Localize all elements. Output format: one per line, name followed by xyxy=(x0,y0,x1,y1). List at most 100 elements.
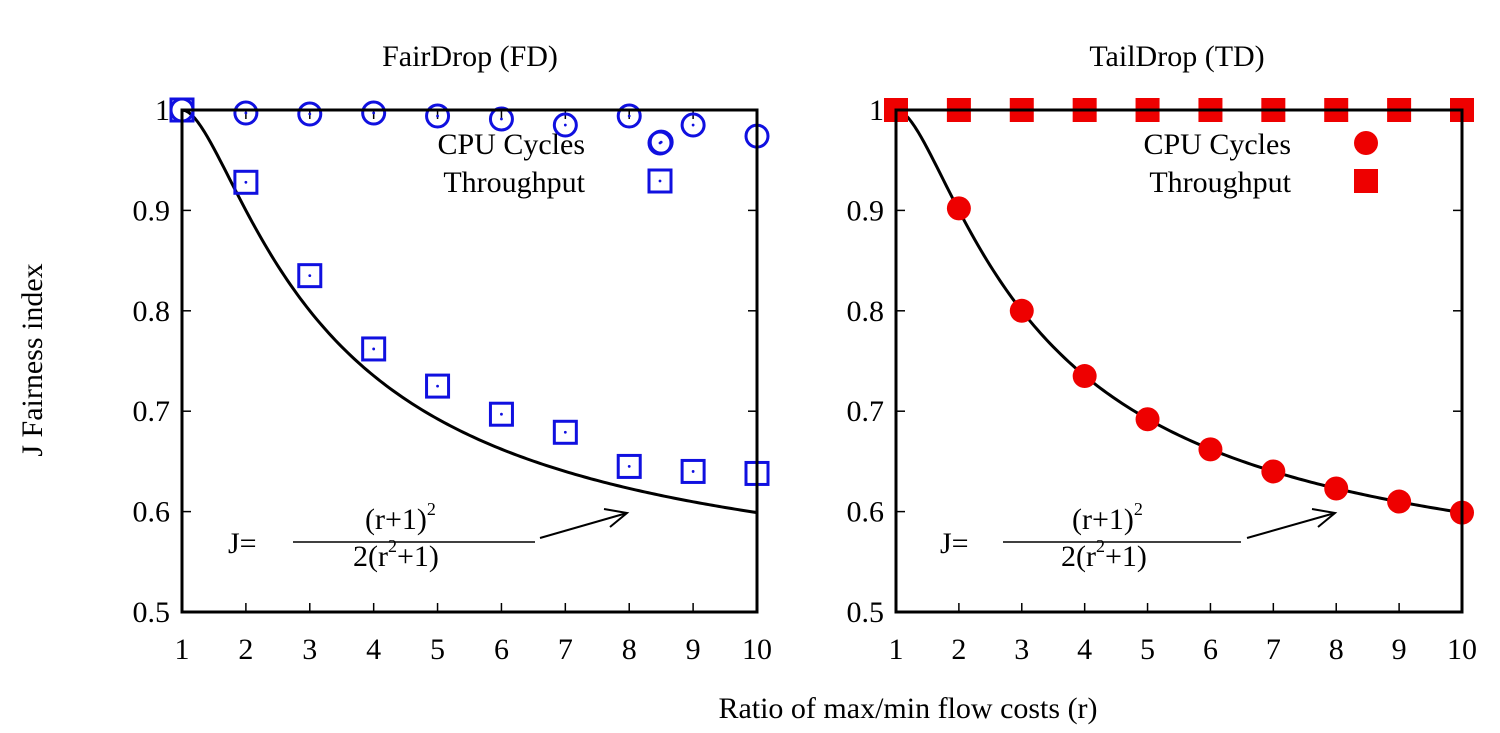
formula-arrow-line xyxy=(539,512,628,539)
x-tick-label: 8 xyxy=(1329,633,1344,666)
data-point xyxy=(616,453,642,479)
x-tick-label: 3 xyxy=(302,633,317,666)
legend-marker xyxy=(1354,131,1378,155)
data-point-center xyxy=(627,114,631,118)
x-tick-label: 2 xyxy=(951,633,966,666)
data-point xyxy=(552,112,578,138)
data-point xyxy=(361,100,387,126)
formula-numerator-exponent: 2 xyxy=(427,499,436,519)
series-cpu-cycles xyxy=(884,98,1474,525)
data-point xyxy=(946,196,971,221)
data-point-center xyxy=(244,180,248,184)
legend-label-throughput: Throughput xyxy=(1149,166,1291,199)
formula-denominator-base: 2(r xyxy=(353,540,388,573)
data-point-center xyxy=(436,114,439,118)
data-point-center xyxy=(308,274,312,278)
formula-lhs: J= xyxy=(228,527,257,560)
data-point-center xyxy=(372,347,376,351)
data-point xyxy=(1009,298,1034,323)
data-point xyxy=(616,103,642,129)
legend-marker xyxy=(647,168,673,194)
formula-arrow-head xyxy=(603,508,630,528)
data-point xyxy=(1072,364,1097,389)
x-tick-label: 10 xyxy=(742,633,772,666)
x-tick-label: 2 xyxy=(238,633,253,666)
data-point xyxy=(361,336,387,362)
data-point-center xyxy=(691,470,695,473)
data-point-center xyxy=(627,465,631,468)
x-tick-label: 1 xyxy=(889,633,904,666)
formula-annotation: J= (r+1)2 2(r2+1) xyxy=(940,499,1338,573)
legend-marker xyxy=(647,130,673,156)
formula-numerator-exponent: 2 xyxy=(1134,499,1143,519)
legend-label-throughput: Throughput xyxy=(443,166,585,199)
data-point xyxy=(1387,489,1412,514)
y-tick-label: 0.6 xyxy=(133,496,171,529)
panel-title: TailDrop (TD) xyxy=(1089,40,1264,73)
data-point-center xyxy=(436,384,439,388)
formula-denominator-base: 2(r xyxy=(1061,540,1096,573)
formula-arrow-line xyxy=(1246,512,1336,539)
data-point-center xyxy=(691,123,695,127)
y-tick-label: 0.9 xyxy=(847,194,885,227)
y-tick-label: 1 xyxy=(155,94,170,127)
y-tick-label: 1 xyxy=(869,94,884,127)
formula-denominator: 2(r2+1) xyxy=(1061,536,1147,573)
panel-fairdrop: FairDrop (FD) CPU Cycles Throughput J= (… xyxy=(133,40,773,666)
formula-numerator-base: (r+1) xyxy=(365,503,427,536)
data-point-center xyxy=(500,412,503,416)
panel-taildrop: TailDrop (TD) CPU Cycles Throughput J= (… xyxy=(847,40,1478,666)
y-axis-label: J Fairness index xyxy=(16,263,49,456)
data-point-center xyxy=(563,123,567,127)
formula-numerator-base: (r+1) xyxy=(1072,503,1134,536)
formula-denominator-exponent: 2 xyxy=(1096,536,1105,556)
x-tick-label: 9 xyxy=(1392,633,1407,666)
x-tick-label: 6 xyxy=(1203,633,1218,666)
data-point xyxy=(680,112,706,138)
data-point xyxy=(297,101,323,127)
x-tick-label: 8 xyxy=(622,633,637,666)
formula-arrow-head xyxy=(1311,508,1338,528)
x-tick-label: 10 xyxy=(1447,633,1477,666)
y-tick-label: 0.6 xyxy=(847,496,885,529)
y-tick-label: 0.7 xyxy=(133,395,171,428)
legend-label-cpu-cycles: CPU Cycles xyxy=(437,128,585,161)
legend-marker-center xyxy=(658,141,662,145)
x-tick-label: 5 xyxy=(430,633,445,666)
x-tick-label: 4 xyxy=(366,633,381,666)
y-tick-label: 0.8 xyxy=(133,295,171,328)
data-point xyxy=(488,401,514,427)
y-tick-label: 0.7 xyxy=(847,395,885,428)
data-point-center xyxy=(563,430,567,434)
data-point xyxy=(425,103,451,129)
formula-denominator-tail: +1) xyxy=(1105,540,1147,573)
x-tick-label: 3 xyxy=(1014,633,1029,666)
y-tick-label: 0.5 xyxy=(847,596,885,629)
data-point-center xyxy=(244,111,248,115)
data-point xyxy=(1324,476,1349,501)
data-point xyxy=(233,169,259,195)
theoretical-curve xyxy=(181,108,758,515)
x-tick-label: 4 xyxy=(1077,633,1092,666)
data-point-center xyxy=(308,112,312,116)
data-point-center xyxy=(500,117,503,121)
legend-marker-center xyxy=(658,179,662,183)
data-point xyxy=(488,106,514,132)
legend-marker xyxy=(1354,169,1378,193)
formula-denominator-tail: +1) xyxy=(397,540,439,573)
data-point xyxy=(233,100,259,126)
x-tick-label: 9 xyxy=(686,633,701,666)
x-tick-label: 6 xyxy=(494,633,509,666)
theoretical-curve xyxy=(895,108,1463,515)
y-tick-label: 0.8 xyxy=(847,295,885,328)
formula-numerator: (r+1)2 xyxy=(365,499,436,536)
data-point xyxy=(297,263,323,289)
data-point xyxy=(680,458,706,484)
x-tick-label: 1 xyxy=(175,633,190,666)
y-tick-label: 0.9 xyxy=(133,194,171,227)
data-point-center xyxy=(372,111,376,115)
legend-label-cpu-cycles: CPU Cycles xyxy=(1143,128,1291,161)
x-tick-label: 7 xyxy=(1266,633,1281,666)
formula-numerator: (r+1)2 xyxy=(1072,499,1143,536)
